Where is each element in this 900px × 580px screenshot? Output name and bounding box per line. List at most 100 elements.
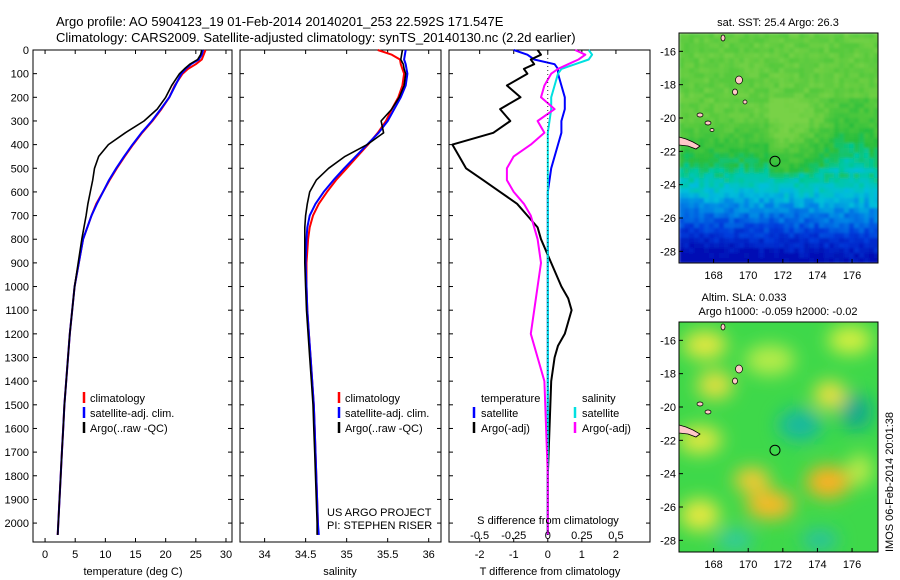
depth-tick-label: 1600 bbox=[5, 423, 29, 435]
sst-cell bbox=[764, 183, 770, 189]
sst-cell bbox=[799, 248, 805, 254]
sst-cell bbox=[694, 228, 700, 234]
sst-cell bbox=[809, 108, 815, 114]
sst-cell bbox=[844, 153, 850, 159]
sst-cell bbox=[694, 153, 700, 159]
sst-map-title: sat. SST: 25.4 Argo: 26.3 bbox=[717, 17, 839, 29]
sst-cell bbox=[779, 233, 785, 239]
sst-cell bbox=[704, 158, 710, 164]
sst-cell bbox=[774, 48, 780, 54]
sst-cell bbox=[694, 183, 700, 189]
sst-cell bbox=[769, 88, 775, 94]
sst-cell bbox=[824, 228, 830, 234]
sst-cell bbox=[719, 183, 725, 189]
sst-cell bbox=[829, 203, 835, 209]
sst-cell bbox=[814, 48, 820, 54]
sst-cell bbox=[779, 198, 785, 204]
sst-cell bbox=[714, 193, 720, 199]
sst-cell bbox=[694, 188, 700, 194]
sst-cell bbox=[869, 173, 875, 179]
sst-cell bbox=[849, 203, 855, 209]
sst-cell bbox=[864, 153, 870, 159]
island bbox=[720, 323, 726, 331]
sst-cell bbox=[739, 148, 745, 154]
sst-cell bbox=[839, 63, 845, 69]
sst-cell bbox=[724, 123, 730, 129]
sst-cell bbox=[869, 203, 875, 209]
sst-cell bbox=[824, 118, 830, 124]
sla-anomaly bbox=[814, 381, 846, 409]
sst-cell bbox=[679, 53, 685, 59]
sst-cell bbox=[769, 103, 775, 109]
sst-cell bbox=[699, 128, 705, 134]
sst-cell bbox=[699, 78, 705, 84]
sst-cell bbox=[689, 48, 695, 54]
sst-cell bbox=[709, 178, 715, 184]
sst-cell bbox=[849, 88, 855, 94]
sst-cell bbox=[854, 178, 860, 184]
sst-cell bbox=[754, 258, 760, 263]
sst-cell bbox=[824, 48, 830, 54]
sst-cell bbox=[754, 158, 760, 164]
sst-cell bbox=[779, 208, 785, 214]
sst-cell bbox=[819, 38, 825, 44]
sst-cell bbox=[869, 258, 875, 263]
sst-cell bbox=[704, 163, 710, 169]
sst-cell bbox=[824, 88, 830, 94]
sst-cell bbox=[799, 183, 805, 189]
sst-cell bbox=[839, 113, 845, 119]
sst-cell bbox=[794, 253, 800, 259]
sst-cell bbox=[794, 103, 800, 109]
sst-cell bbox=[694, 78, 700, 84]
sst-cell bbox=[769, 158, 775, 164]
sst-cell bbox=[814, 173, 820, 179]
sst-cell bbox=[734, 243, 740, 249]
s-tick-label: -0.25 bbox=[501, 530, 526, 542]
sst-cell bbox=[784, 128, 790, 134]
sst-cell bbox=[874, 203, 878, 209]
sst-cell bbox=[829, 108, 835, 114]
sst-cell bbox=[809, 203, 815, 209]
sst-cell bbox=[744, 163, 750, 169]
sst-cell bbox=[749, 48, 755, 54]
sla-anomaly bbox=[680, 499, 720, 531]
sst-cell bbox=[839, 208, 845, 214]
sst-cell bbox=[839, 218, 845, 224]
sst-cell bbox=[704, 233, 710, 239]
sst-cell bbox=[779, 258, 785, 263]
sst-cell bbox=[699, 153, 705, 159]
sst-cell bbox=[804, 213, 810, 219]
sst-cell bbox=[849, 123, 855, 129]
sst-cell bbox=[749, 228, 755, 234]
sst-cell bbox=[699, 83, 705, 89]
sst-cell bbox=[874, 188, 878, 194]
sst-cell bbox=[844, 143, 850, 149]
sst-cell bbox=[779, 248, 785, 254]
depth-tick-label: 800 bbox=[11, 234, 29, 246]
sst-cell bbox=[704, 138, 710, 144]
sst-cell bbox=[794, 118, 800, 124]
sst-cell bbox=[734, 138, 740, 144]
sst-cell bbox=[729, 198, 735, 204]
sst-cell bbox=[869, 123, 875, 129]
sst-cell bbox=[729, 58, 735, 64]
sla-anomaly bbox=[802, 530, 838, 550]
sst-cell bbox=[749, 258, 755, 263]
sst-cell bbox=[789, 183, 795, 189]
sst-cell bbox=[794, 143, 800, 149]
sst-cell bbox=[839, 163, 845, 169]
sst-cell bbox=[684, 148, 690, 154]
sst-cell bbox=[709, 68, 715, 74]
sst-cell bbox=[844, 228, 850, 234]
sst-cell bbox=[694, 203, 700, 209]
sst-cell bbox=[809, 63, 815, 69]
sst-cell bbox=[809, 53, 815, 59]
sst-cell bbox=[829, 223, 835, 229]
sst-cell bbox=[734, 148, 740, 154]
sst-cell bbox=[789, 138, 795, 144]
sst-cell bbox=[759, 183, 765, 189]
sst-cell bbox=[704, 258, 710, 263]
sla-map-frame bbox=[678, 321, 879, 553]
sst-cell bbox=[874, 98, 878, 104]
sst-cell bbox=[699, 123, 705, 129]
